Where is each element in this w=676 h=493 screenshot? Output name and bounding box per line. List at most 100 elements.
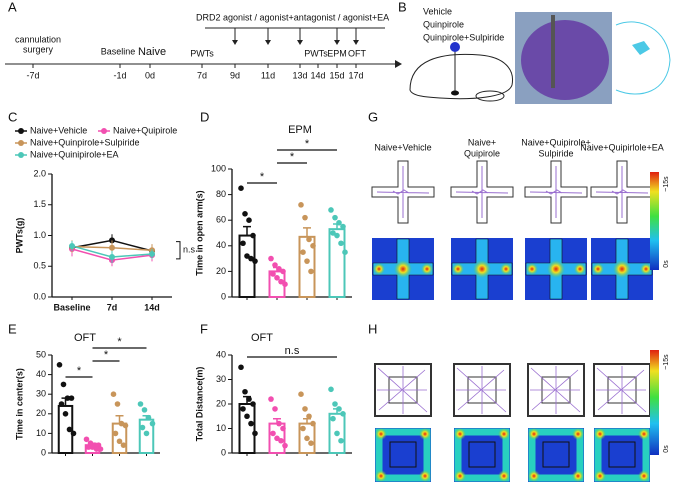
data-point <box>272 262 278 268</box>
track-trace <box>377 366 428 414</box>
data-point <box>238 364 244 371</box>
data-point <box>110 391 117 398</box>
atlas-region <box>632 41 650 55</box>
x-tick-label: 14d <box>144 302 160 312</box>
x-tick-label: Baseline <box>53 302 90 312</box>
data-point <box>298 391 304 398</box>
data-point <box>56 362 63 368</box>
data-point <box>250 232 256 239</box>
data-point <box>68 395 75 401</box>
hotspot <box>454 470 466 482</box>
point <box>69 242 75 249</box>
data-point <box>306 236 312 243</box>
data-point <box>280 268 286 275</box>
scale-label: 0s <box>663 260 670 268</box>
legend-dot <box>101 128 107 134</box>
day-label: 9d <box>230 70 240 80</box>
data-point <box>300 425 306 432</box>
annotation: * <box>77 365 82 377</box>
event: surgery <box>23 44 54 54</box>
legend-dot <box>18 152 24 158</box>
day-label: 13d <box>292 70 307 80</box>
bar <box>328 228 346 298</box>
data-point <box>342 249 348 255</box>
group-label: Quipirole <box>464 148 500 158</box>
data-point <box>308 440 314 447</box>
data-point <box>145 414 152 421</box>
y-tick-label: 2.0 <box>33 168 46 178</box>
data-point <box>338 240 344 247</box>
data-point <box>114 401 121 407</box>
data-point <box>238 185 244 191</box>
data-point <box>274 275 280 281</box>
hotspot <box>498 470 510 482</box>
group-label: Sulpiride <box>538 148 573 158</box>
data-point <box>122 422 129 429</box>
error-bar <box>243 225 251 236</box>
data-point <box>60 381 67 388</box>
hotspot <box>638 428 650 440</box>
track-trace <box>529 166 583 218</box>
hotspot <box>528 470 540 482</box>
point <box>109 244 115 251</box>
data-point <box>246 217 252 223</box>
y-axis-label: Time in center(s) <box>14 368 24 440</box>
data-point <box>308 268 314 275</box>
y-tick-label: 80 <box>216 189 226 199</box>
annotation: n.s <box>285 345 300 357</box>
panel-label: A <box>8 0 17 14</box>
panel-label: B <box>398 0 407 14</box>
data-point <box>330 230 336 236</box>
brain-slice <box>521 20 609 100</box>
target <box>451 90 459 96</box>
data-point <box>62 411 69 417</box>
data-point <box>328 207 334 213</box>
hotspot <box>375 470 387 482</box>
legend-dot <box>18 140 24 146</box>
group-label: Naive+ <box>468 137 496 147</box>
data-point <box>252 430 258 437</box>
y-axis-label: Time in open arm(s) <box>194 190 204 275</box>
track-trace <box>596 366 647 414</box>
y-tick-label: 30 <box>36 389 46 399</box>
data-point <box>70 430 77 437</box>
hotspot <box>394 260 412 278</box>
y-tick-label: 20 <box>36 408 46 418</box>
data-point <box>306 413 312 420</box>
hotspot <box>574 263 586 275</box>
data-point <box>137 401 144 407</box>
annotation: * <box>104 349 109 361</box>
data-point <box>244 253 250 259</box>
y-tick-label: 30 <box>216 374 226 384</box>
oft-center <box>542 441 570 468</box>
cerebellum <box>475 90 505 102</box>
data-point <box>332 401 338 407</box>
data-point <box>116 438 123 445</box>
annotation: n.s <box>183 245 196 255</box>
data-point <box>282 281 288 288</box>
data-point <box>276 420 282 427</box>
hotspot <box>528 428 540 440</box>
data-point <box>302 214 308 221</box>
legend-label: Naive+Quipirole <box>113 125 177 135</box>
group-label: Naive+Quipirole+ <box>521 137 591 147</box>
data-point <box>248 420 254 427</box>
error-bar <box>303 227 311 237</box>
panel-label: E <box>8 321 17 336</box>
event: OFT <box>348 48 366 58</box>
annotation: * <box>290 151 295 163</box>
event: PWTs <box>190 48 214 58</box>
data-point <box>252 258 258 264</box>
data-point <box>149 420 156 427</box>
hotspot <box>473 260 491 278</box>
panel-label: F <box>200 321 208 336</box>
event: EPM <box>327 48 347 58</box>
y-tick-label: 20 <box>216 266 226 276</box>
hotspot <box>498 428 510 440</box>
data-point <box>141 407 148 413</box>
track-trace <box>376 166 430 218</box>
brain-outline <box>409 53 514 100</box>
track-trace <box>595 166 649 218</box>
event: Baseline <box>101 46 136 56</box>
